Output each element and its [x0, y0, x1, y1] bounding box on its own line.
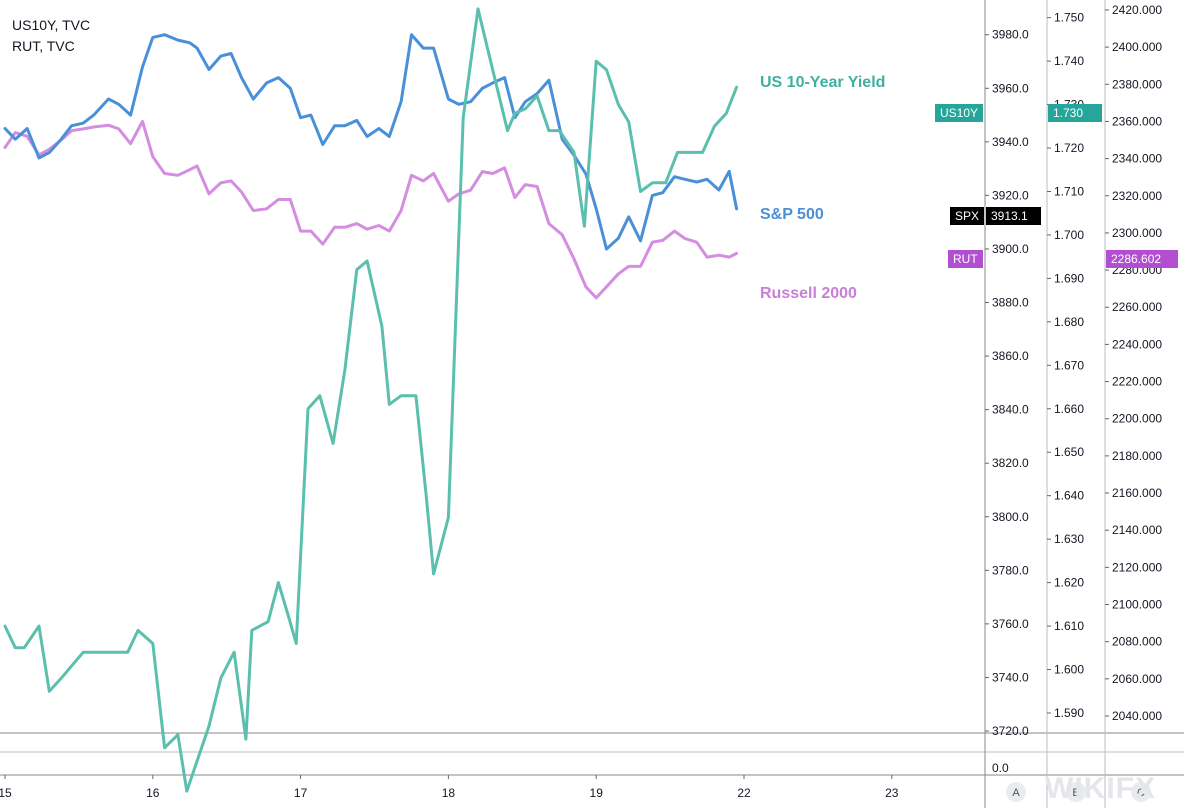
tick-label-spx: 3800.0 [992, 510, 1029, 524]
legend-rut: RUT, TVC [12, 38, 75, 54]
series-line-spx [3, 33, 739, 251]
tick-label-rut: 2200.000 [1112, 412, 1162, 426]
tick-label-us10y: 1.650 [1054, 445, 1084, 459]
tick-label-spx: 3940.0 [992, 135, 1029, 149]
tick-label-rut: 2160.000 [1112, 486, 1162, 500]
tick-label-us10y: 1.710 [1054, 184, 1084, 198]
series-line-rut [3, 119, 739, 300]
label-spx: S&P 500 [760, 206, 824, 223]
tick-label-spx: 3920.0 [992, 188, 1029, 202]
tick-label-us10y: 1.630 [1054, 532, 1084, 546]
tick-label-spx: 3980.0 [992, 28, 1029, 42]
tick-label-rut: 2140.000 [1112, 523, 1162, 537]
tick-label-rut: 2080.000 [1112, 635, 1162, 649]
tag-spx-name: SPX [950, 207, 985, 225]
pane-button-label: B [1072, 787, 1079, 799]
tick-label-spx: 3760.0 [992, 617, 1029, 631]
tick-label-us10y: 1.640 [1054, 489, 1084, 503]
tick-label-rut: 2240.000 [1112, 337, 1162, 351]
pane-button-a [1006, 782, 1026, 802]
tick-label-rut: 2420.000 [1112, 3, 1162, 17]
tick-label-us10y: 1.750 [1054, 11, 1084, 25]
tick-label-spx: 3900.0 [992, 242, 1029, 256]
tick-label-rut: 2260.000 [1112, 300, 1162, 314]
pane-button-label: A [1012, 787, 1020, 799]
tick-label-rut: 2100.000 [1112, 598, 1162, 612]
pane-button-b [1066, 782, 1086, 802]
tick-label-us10y: 1.690 [1054, 271, 1084, 285]
tag-spx-value: 3913.1 [986, 207, 1041, 225]
tick-label-spx: 3840.0 [992, 403, 1029, 417]
tick-label-us10y: 1.600 [1054, 663, 1084, 677]
tick-label-rut: 2380.000 [1112, 77, 1162, 91]
tick-label-rut: 2180.000 [1112, 449, 1162, 463]
tag-rut-value: 2286.602 [1106, 250, 1178, 268]
tick-label-us10y: 1.620 [1054, 576, 1084, 590]
tick-label-us10y: 1.680 [1054, 315, 1084, 329]
tick-label-us10y: 1.700 [1054, 228, 1084, 242]
tick-label-us10y: 1.670 [1054, 358, 1084, 372]
time-tick-label: 19 [590, 786, 604, 800]
legend-us10y: US10Y, TVC [12, 17, 91, 33]
tick-label-rut: 2400.000 [1112, 40, 1162, 54]
tick-label-rut: 2300.000 [1112, 226, 1162, 240]
tick-label-spx: 3880.0 [992, 296, 1029, 310]
tick-label-rut: 2320.000 [1112, 189, 1162, 203]
tick-label-spx: 3820.0 [992, 456, 1029, 470]
tag-us10y-name: US10Y [935, 104, 984, 122]
tick-label-rut: 2220.000 [1112, 375, 1162, 389]
tag-us10y-value: 1.730 [1048, 104, 1102, 122]
tick-label-spx: 3780.0 [992, 563, 1029, 577]
time-tick-label: 15 [0, 786, 12, 800]
tag-rut-name: RUT [948, 250, 983, 268]
pane-button-label: C [1137, 787, 1145, 799]
tick-label-spx: 3860.0 [992, 349, 1029, 363]
tick-label-spx: 3960.0 [992, 81, 1029, 95]
tick-label-us10y: 1.610 [1054, 619, 1084, 633]
tick-label-us10y: 1.590 [1054, 706, 1084, 720]
tick-label-spx: 3720.0 [992, 724, 1029, 738]
tick-label-rut: 2360.000 [1112, 114, 1162, 128]
label-us10y: US 10-Year Yield [760, 74, 886, 91]
tick-label-spx: 3740.0 [992, 670, 1029, 684]
tick-label-rut: 2040.000 [1112, 709, 1162, 723]
symbol-legend: US10Y, TVC RUT, TVC [12, 15, 90, 57]
time-tick-label: 17 [294, 786, 308, 800]
time-tick-label: 16 [146, 786, 160, 800]
time-tick-label: 18 [442, 786, 456, 800]
pane-button-c [1131, 782, 1151, 802]
tick-label-rut: 2120.000 [1112, 560, 1162, 574]
tick-label-us10y: 1.720 [1054, 141, 1084, 155]
series-line-us10y [3, 7, 739, 793]
time-tick-label: 22 [737, 786, 751, 800]
tick-label-us10y: 1.660 [1054, 402, 1084, 416]
time-tick-label: 23 [885, 786, 899, 800]
tick-label-rut: 2340.000 [1112, 152, 1162, 166]
lower-pane-tick: 0.0 [992, 761, 1009, 775]
tick-label-rut: 2060.000 [1112, 672, 1162, 686]
tick-label-us10y: 1.740 [1054, 54, 1084, 68]
watermark: WIKIFX [1045, 772, 1156, 805]
label-rut: Russell 2000 [760, 285, 857, 302]
